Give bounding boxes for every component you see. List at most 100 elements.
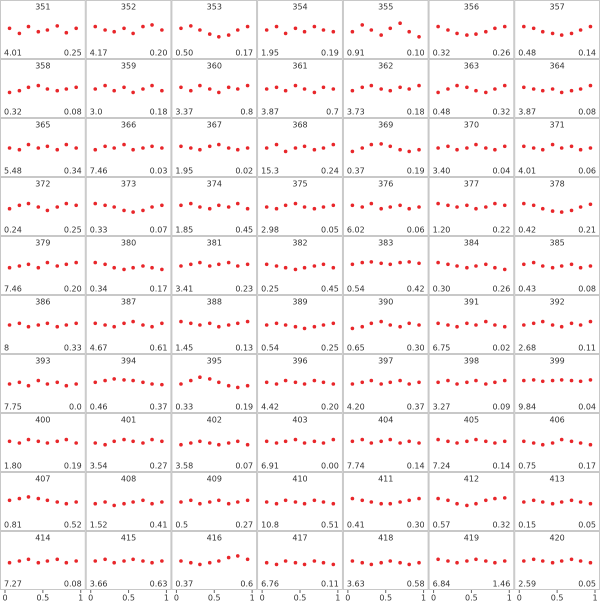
point [474, 206, 478, 211]
point [45, 498, 50, 503]
point [369, 321, 374, 326]
point [388, 437, 393, 442]
point [484, 559, 488, 563]
point [17, 88, 22, 93]
panel-frame [85, 413, 172, 472]
point [131, 90, 135, 95]
panel-right-value: 0.30 [407, 344, 425, 353]
point [417, 380, 421, 385]
point [417, 205, 421, 209]
point [388, 26, 393, 31]
point [522, 323, 526, 327]
panel-title: 395 [207, 357, 222, 366]
panel-frame [257, 354, 343, 413]
x-tick-label: 0.5 [208, 594, 221, 603]
point [531, 203, 536, 208]
panel-right-value: 0.26 [492, 49, 510, 58]
point [312, 439, 317, 444]
panel-right-value: 0.08 [578, 285, 596, 294]
point [379, 501, 383, 506]
point [264, 262, 269, 267]
point [350, 439, 355, 444]
point [350, 326, 355, 331]
panel-right-value: 0.45 [321, 285, 339, 294]
point [235, 321, 240, 326]
panel-frame [0, 59, 86, 118]
point [369, 83, 374, 88]
point [540, 264, 545, 268]
point [74, 85, 78, 90]
point [36, 29, 41, 34]
point [398, 324, 402, 329]
point [293, 380, 298, 385]
panel-frame [0, 531, 86, 590]
point [245, 24, 250, 29]
point [150, 83, 154, 88]
point [245, 557, 250, 562]
panel-right-value: 0.22 [492, 226, 510, 235]
point [131, 378, 135, 383]
point [522, 262, 526, 267]
panel-right-value: 0.51 [321, 521, 339, 530]
panel-left-value: 7.46 [4, 285, 22, 294]
point [74, 382, 78, 386]
point [302, 265, 307, 270]
panel-left-value: 0.32 [4, 108, 22, 117]
panel-left-value: 7.46 [90, 167, 108, 176]
panel-right-value: 0.0 [69, 403, 82, 412]
panel-title: 420 [550, 534, 565, 543]
point [379, 319, 383, 324]
point [274, 142, 279, 147]
point [217, 142, 221, 147]
point [321, 205, 326, 209]
point [26, 142, 31, 147]
point [245, 498, 250, 503]
point [55, 88, 60, 93]
point [198, 83, 202, 88]
point [302, 205, 307, 209]
point [264, 205, 269, 209]
point [465, 203, 469, 208]
point [64, 383, 69, 388]
panel-left-value: 3.40 [433, 167, 451, 176]
panel-left-value: 0.91 [347, 49, 365, 58]
panel-left-value: 0.37 [175, 580, 193, 589]
point [559, 378, 564, 382]
point [207, 206, 212, 211]
point [283, 439, 288, 444]
point [493, 265, 497, 270]
panel-title: 377 [464, 180, 479, 189]
point [64, 560, 69, 565]
point [64, 87, 69, 91]
point [502, 24, 507, 29]
point [588, 264, 593, 268]
point [388, 88, 393, 93]
panel-title: 400 [35, 416, 50, 425]
point [103, 442, 107, 447]
point [293, 437, 298, 442]
point [7, 498, 12, 503]
panel-right-value: 0.09 [492, 403, 510, 412]
panel-title: 372 [35, 180, 50, 189]
panel-left-value: 3.41 [175, 285, 193, 294]
panel-title: 417 [292, 534, 307, 543]
point [407, 29, 411, 34]
point [131, 210, 135, 214]
panel-left-value: 0.65 [347, 344, 365, 353]
point [493, 560, 497, 565]
panel-left-value: 3.37 [175, 108, 193, 117]
panel-frame [428, 354, 515, 413]
panel-left-value: 7.74 [347, 462, 365, 471]
point [360, 205, 365, 209]
point [312, 324, 317, 329]
panel-left-value: 1.20 [433, 226, 451, 235]
panel-right-value: 0.05 [321, 226, 339, 235]
point [74, 260, 78, 265]
point [407, 149, 411, 154]
point [293, 201, 298, 206]
point [398, 203, 402, 208]
point [436, 260, 440, 265]
point [446, 323, 450, 327]
point [160, 321, 164, 326]
